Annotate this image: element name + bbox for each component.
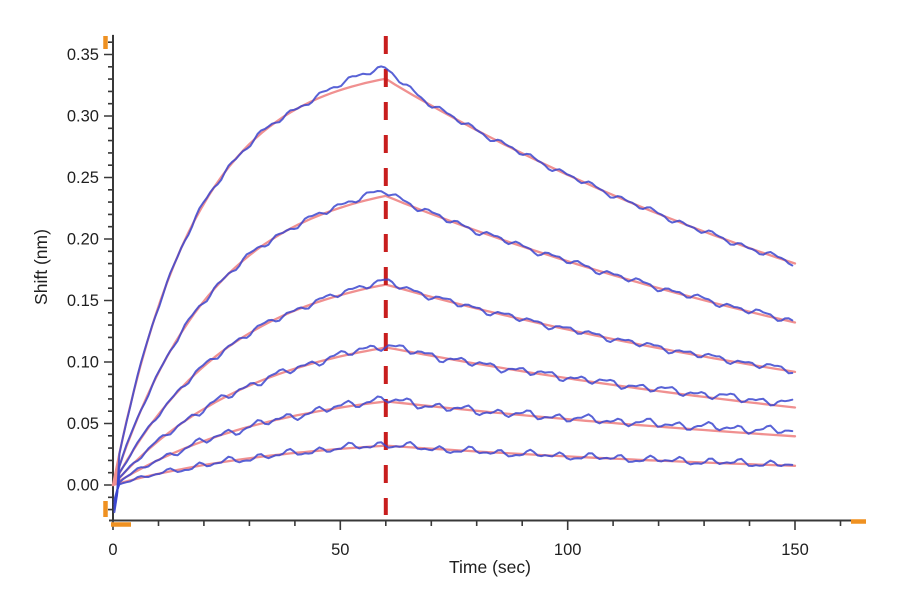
y-tick-label: 0.25	[67, 169, 99, 187]
y-tick-label: 0.15	[67, 292, 99, 310]
fit-trace-3	[111, 283, 797, 487]
y-axis-title: Shift (nm)	[31, 229, 51, 305]
x-axis-title: Time (sec)	[449, 557, 531, 577]
data-trace-4	[113, 344, 794, 506]
data-trace-5	[113, 395, 794, 504]
y-tick-label: 0.20	[67, 231, 99, 249]
fit-trace-2	[111, 194, 797, 487]
x-tick-label: 150	[781, 541, 809, 559]
y-axis-ticks	[104, 41, 113, 511]
y-tick-label: 0.00	[67, 477, 99, 495]
data-trace-1	[113, 65, 794, 514]
data-trace-3	[113, 278, 794, 509]
data-trace-2	[113, 190, 794, 511]
x-tick-label: 0	[108, 541, 117, 559]
data-trace-6	[113, 441, 794, 501]
x-tick-label: 100	[554, 541, 582, 559]
y-tick-label: 0.05	[67, 415, 99, 433]
fit-trace-5	[111, 400, 797, 487]
y-tick-label: 0.10	[67, 354, 99, 372]
y-tick-label: 0.30	[67, 108, 99, 126]
x-tick-label: 50	[331, 541, 349, 559]
fit-trace-1	[111, 77, 797, 487]
x-axis-ticks	[112, 521, 842, 530]
y-tick-label: 0.35	[67, 46, 99, 64]
